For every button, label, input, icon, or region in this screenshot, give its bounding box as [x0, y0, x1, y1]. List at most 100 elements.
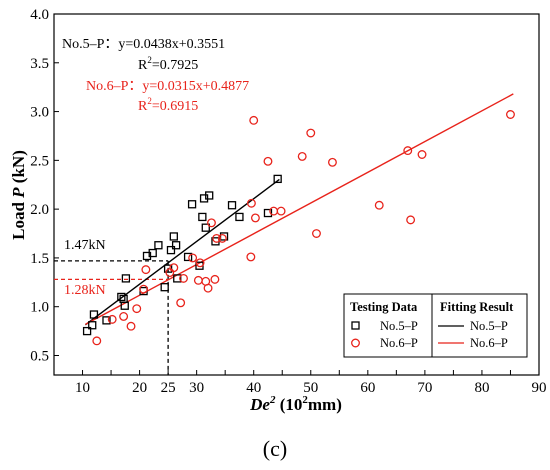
legend-no5-marker	[351, 321, 360, 330]
data-point-no6	[210, 274, 220, 284]
no5-r2: R2=0.7925	[138, 55, 198, 73]
data-point-no6	[207, 218, 216, 228]
data-point-no6	[403, 146, 413, 156]
data-point-no5	[169, 232, 178, 241]
data-point-no5	[82, 326, 92, 336]
data-point-no6	[306, 128, 316, 138]
data-point-no6	[212, 233, 222, 243]
legend-fitting-title: Fitting Result	[440, 300, 514, 314]
data-point-no6	[193, 275, 203, 285]
data-point-no5	[120, 301, 129, 310]
data-point-no5	[201, 223, 210, 232]
panel-label: (c)	[263, 436, 287, 461]
data-point-no6	[246, 252, 256, 262]
data-point-no6	[176, 298, 186, 308]
data-point-no5	[235, 212, 244, 222]
no6-equation: No.6–P：y=0.0315x+0.4877	[86, 79, 249, 94]
fit-line	[85, 93, 514, 326]
data-point-no6	[203, 283, 213, 293]
data-point-no5	[121, 274, 131, 283]
data-point-no5	[273, 174, 282, 184]
data-point-no6	[141, 265, 151, 275]
x-tick-label: 30	[189, 380, 204, 396]
data-point-no6	[119, 312, 129, 321]
data-point-no5	[183, 252, 193, 262]
data-point-no6	[297, 151, 307, 161]
data-point-no6	[250, 213, 260, 223]
x-tick-label: 50	[303, 380, 318, 396]
data-point-no5	[173, 274, 182, 283]
data-point-no6	[506, 110, 515, 119]
y-axis-title: Load P (kN)	[9, 150, 28, 240]
data-point-no6	[263, 156, 273, 166]
data-point-no5	[88, 321, 97, 330]
data-point-no6	[249, 115, 259, 125]
fit-line	[84, 178, 280, 326]
y-tick-label: 2.5	[30, 153, 49, 169]
data-point-no6	[217, 233, 227, 243]
ref-label-black: 1.47kN	[64, 238, 106, 253]
x-tick-label: 25	[161, 380, 176, 396]
data-point-no5	[166, 245, 176, 255]
data-point-no6	[374, 200, 384, 210]
reference-lines	[54, 260, 169, 375]
data-point-no6	[169, 263, 179, 273]
legend-no5-data-label: No.5–P	[380, 319, 418, 333]
legend-no6-marker	[351, 338, 360, 348]
legend-no6-data-label: No.6–P	[380, 336, 418, 350]
data-point-no6	[92, 336, 102, 346]
legend-testing-title: Testing Data	[350, 300, 418, 314]
fit-lines	[84, 93, 514, 326]
y-tick-label: 3.0	[30, 105, 49, 121]
y-tick-label: 3.5	[30, 56, 49, 72]
x-axis-title: De2 (102mm)	[249, 394, 342, 414]
data-point-no5	[154, 241, 163, 250]
data-point-no5	[171, 241, 181, 250]
data-point-no6	[195, 258, 205, 268]
no5-equation: No.5–P：y=0.0438x+0.3551	[62, 37, 225, 52]
ref-label-red: 1.28kN	[64, 283, 106, 298]
y-tick-label: 1.0	[30, 300, 49, 316]
data-point-no6	[126, 321, 136, 331]
no6-r2: R2=0.6915	[138, 96, 198, 114]
data-point-no6	[132, 304, 142, 314]
axis-ticks: 10 20 25 30 40 50 60 70 80 90 0.5 1.0 1.5 2.0 2.5 3.0 3.…	[30, 7, 546, 396]
data-points	[82, 110, 515, 346]
x-tick-label: 60	[360, 380, 375, 396]
data-point-no6	[107, 314, 117, 324]
x-tick-label: 90	[532, 380, 547, 396]
x-tick-label: 70	[417, 380, 432, 396]
y-tick-label: 2.0	[30, 202, 49, 218]
data-point-no6	[312, 229, 321, 238]
legend-box	[343, 293, 528, 358]
data-point-no5	[263, 208, 273, 218]
data-point-no6	[406, 215, 416, 225]
data-point-no5	[205, 191, 214, 200]
y-tick-label: 0.5	[30, 348, 49, 364]
y-tick-label: 4.0	[30, 7, 49, 23]
data-point-no6	[327, 157, 337, 167]
legend-no5-fit-label: No.5–P	[470, 319, 508, 333]
x-tick-label: 80	[474, 380, 489, 396]
data-point-no6	[179, 273, 188, 283]
data-point-no6	[188, 253, 198, 263]
data-point-no5	[187, 200, 197, 209]
data-point-no6	[276, 206, 286, 216]
data-point-no5	[148, 248, 157, 258]
data-point-no5	[117, 292, 126, 302]
data-point-no6	[417, 150, 427, 159]
data-point-no5	[227, 201, 237, 210]
data-point-no6	[139, 284, 149, 294]
data-point-no5	[102, 316, 111, 325]
x-tick-label: 40	[246, 380, 261, 396]
x-tick-label: 20	[132, 380, 147, 396]
legend-no6-fit-label: No.6–P	[470, 336, 508, 350]
x-tick-label: 10	[75, 380, 90, 396]
legend: Testing Data Fitting Result No.5–P No.6–…	[343, 293, 528, 358]
y-tick-label: 1.5	[30, 251, 49, 267]
plot-frame	[53, 13, 540, 376]
data-point-no5	[89, 310, 99, 319]
data-point-no6	[246, 198, 256, 208]
data-point-no5	[160, 283, 169, 292]
